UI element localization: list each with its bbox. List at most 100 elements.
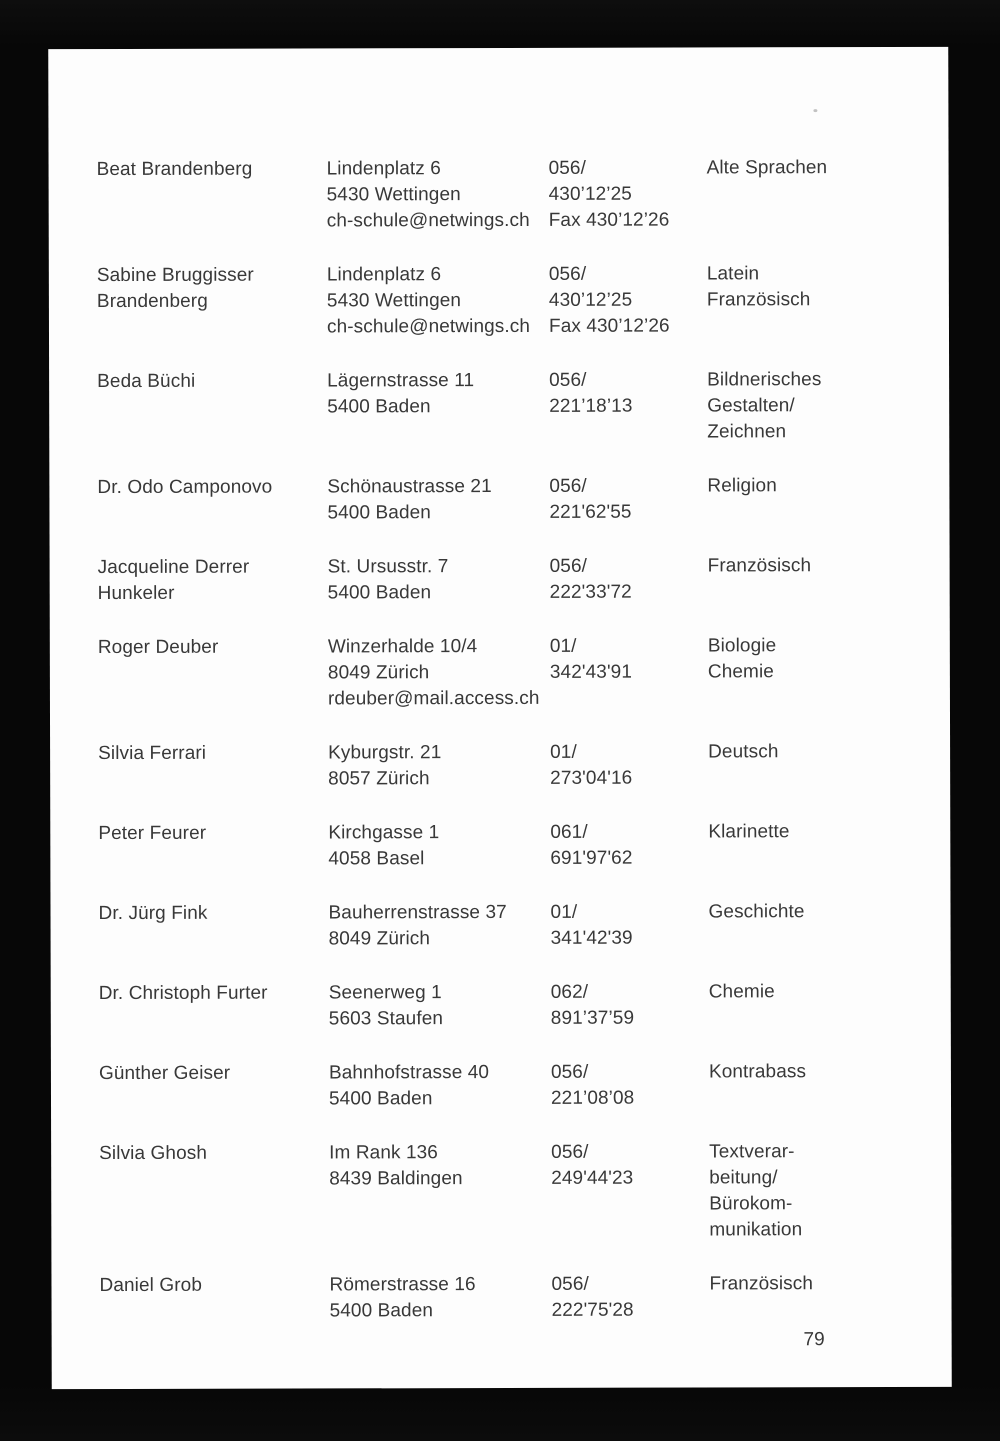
text-line: Fax 430’12’26	[548, 315, 670, 337]
entry-name: Roger Deuber	[98, 634, 328, 713]
text-line: 01/	[549, 635, 577, 657]
text-line: St. Ursusstr. 7	[327, 556, 449, 578]
text-line: Silvia Ferrari	[98, 742, 207, 765]
entry-phone: 01/273'04'16	[550, 739, 708, 791]
text-line: Französisch	[706, 289, 811, 311]
directory-entry: Beda Büchi Lägernstrasse 11 5400 Baden 05…	[97, 367, 949, 447]
page-number: 79	[803, 1329, 825, 1351]
entry-name: Beda Büchi	[97, 368, 327, 447]
entry-subjects: Klarinette	[708, 819, 908, 872]
text-line: Sabine Bruggisser	[96, 264, 254, 287]
text-line: 056/	[550, 1061, 589, 1083]
text-line: 891’37’59	[550, 1007, 635, 1029]
entry-address: Schönaustrasse 21 5400 Baden	[327, 474, 549, 527]
entry-subjects: Bildnerisches Gestalten/Zeichnen	[707, 367, 907, 446]
text-line: Im Rank 136	[329, 1142, 438, 1164]
directory-entry: Silvia Ferrari Kyburgstr. 21 8057 Zürich …	[98, 739, 950, 793]
entry-address: St. Ursusstr. 7 5400 Baden	[328, 554, 550, 607]
text-line: ch-schule@netwings.ch	[326, 315, 531, 338]
text-line: 5400 Baden	[328, 1088, 433, 1110]
text-line: Fax 430’12’26	[548, 209, 670, 231]
text-line: Beat Brandenberg	[96, 158, 253, 181]
entry-phone: 061/691'97'62	[550, 819, 708, 871]
entry-phone: 056/222'75'28	[551, 1271, 709, 1323]
text-line: 221’08’08	[550, 1087, 635, 1109]
directory-entry: Sabine Bruggisser Brandenberg Lindenplatz…	[97, 261, 949, 341]
text-line: 01/	[550, 741, 577, 763]
text-line: Bahnhofstrasse 40	[328, 1062, 490, 1084]
text-line: Beda Büchi	[97, 370, 196, 393]
text-line: 056/	[551, 1273, 589, 1295]
text-line: Dr. Christoph Furter	[98, 982, 268, 1005]
entry-address: Lindenplatz 6 5430 Wettingen ch-schule@net…	[327, 156, 549, 235]
entry-subjects: Chemie	[709, 979, 909, 1032]
entry-subjects: Religion	[707, 473, 907, 526]
text-line: 273'04'16	[550, 767, 633, 789]
text-line: 061/	[550, 821, 588, 843]
text-line: 5400 Baden	[327, 502, 431, 524]
text-line: Daniel Grob	[99, 1274, 202, 1297]
text-line: Bauherrenstrasse 37	[328, 901, 507, 924]
entry-name: Dr. Jürg Fink	[98, 900, 328, 953]
text-line: Latein	[706, 263, 760, 285]
entry-subjects: Französisch	[709, 1271, 909, 1324]
text-line: 430’12’25	[548, 289, 633, 311]
directory-list: Beat Brandenberg Lindenplatz 6 5430 Wetti…	[97, 155, 952, 1325]
directory-entry: Jacqueline Derrer Hunkeler St. Ursusstr. …	[98, 553, 950, 607]
entry-phone: 056/430’12’25 Fax 430’12’26	[549, 155, 707, 233]
text-line: Alte Sprachen	[706, 157, 828, 179]
entry-name: Dr. Christoph Furter	[99, 980, 329, 1033]
text-line: 342'43'91	[549, 661, 633, 683]
text-line: Klarinette	[708, 821, 790, 843]
text-line: Deutsch	[708, 741, 779, 763]
text-line: 062/	[550, 981, 589, 1003]
text-line: Chemie	[707, 661, 774, 683]
text-line: Textverar-	[709, 1141, 795, 1163]
text-line: ch-schule@netwings.ch	[326, 209, 530, 232]
text-line: rdeuber@mail.access.ch	[327, 687, 540, 710]
entry-name: Günther Geiser	[99, 1060, 329, 1113]
text-line: 5603 Staufen	[328, 1008, 444, 1030]
text-line: Brandenberg	[96, 290, 208, 313]
directory-entry: Dr. Christoph Furter Seenerweg 1 5603 Sta…	[99, 979, 951, 1033]
entry-address: Kyburgstr. 21 8057 Zürich	[328, 740, 550, 793]
entry-address: Seenerweg 1 5603 Staufen	[329, 980, 551, 1033]
text-line: Kirchgasse 1	[328, 822, 440, 844]
entry-subjects: Französisch	[708, 553, 908, 606]
entry-phone: 01/342'43'91	[550, 633, 708, 711]
entry-subjects: Kontrabass	[709, 1059, 909, 1112]
directory-entry: Dr. Jürg Fink Bauherrenstrasse 37 8049 Zü…	[98, 899, 950, 953]
directory-entry: Günther Geiser Bahnhofstrasse 40 5400 Bad…	[99, 1059, 951, 1113]
text-line: 5430 Wettingen	[326, 290, 462, 312]
entry-subjects: Alte Sprachen	[707, 155, 907, 234]
entry-phone: 056/249'44'23	[551, 1139, 709, 1243]
text-line: 5430 Wettingen	[326, 184, 461, 206]
text-line: Seenerweg 1	[328, 982, 442, 1004]
text-line: 249'44'23	[551, 1167, 634, 1189]
text-line: Winzerhalde 10/4	[327, 636, 478, 658]
directory-entry: Daniel Grob Römerstrasse 16 5400 Baden 05…	[99, 1271, 951, 1325]
entry-address: Lägernstrasse 11 5400 Baden	[327, 368, 549, 447]
entry-subjects: Deutsch	[708, 739, 908, 792]
text-line: 5400 Baden	[327, 582, 432, 604]
text-line: 056/	[549, 555, 588, 577]
entry-phone: 056/221'62'55	[549, 473, 707, 525]
scan-speck	[813, 109, 818, 113]
text-line: 8049 Zürich	[327, 662, 430, 684]
text-line: Lindenplatz 6	[326, 158, 441, 180]
text-line: Religion	[707, 475, 777, 497]
text-line: 01/	[550, 901, 578, 923]
text-line: Dr. Odo Camponovo	[97, 476, 273, 499]
text-line: Peter Feurer	[98, 822, 207, 845]
text-line: 5400 Baden	[329, 1300, 434, 1322]
entry-subjects: Latein Französisch	[707, 261, 907, 340]
text-line: Jacqueline Derrer	[97, 556, 250, 579]
entry-address: Lindenplatz 6 5430 Wettingen ch-schule@net…	[327, 262, 549, 341]
text-line: 4058 Basel	[328, 848, 425, 870]
text-line: Chemie	[708, 981, 775, 1003]
directory-entry: Peter Feurer Kirchgasse 1 4058 Basel 061/…	[98, 819, 950, 873]
text-line: Kyburgstr. 21	[328, 742, 442, 764]
entry-subjects: Geschichte	[708, 899, 908, 952]
entry-name: Daniel Grob	[99, 1272, 329, 1325]
text-line: 691'97'62	[550, 847, 633, 869]
